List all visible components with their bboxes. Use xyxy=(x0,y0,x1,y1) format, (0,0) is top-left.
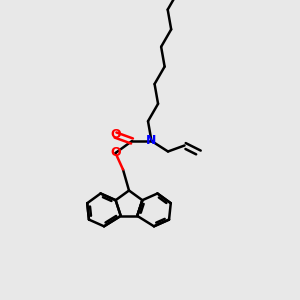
Text: O: O xyxy=(110,146,121,160)
Text: O: O xyxy=(110,128,121,142)
Text: N: N xyxy=(146,134,157,148)
